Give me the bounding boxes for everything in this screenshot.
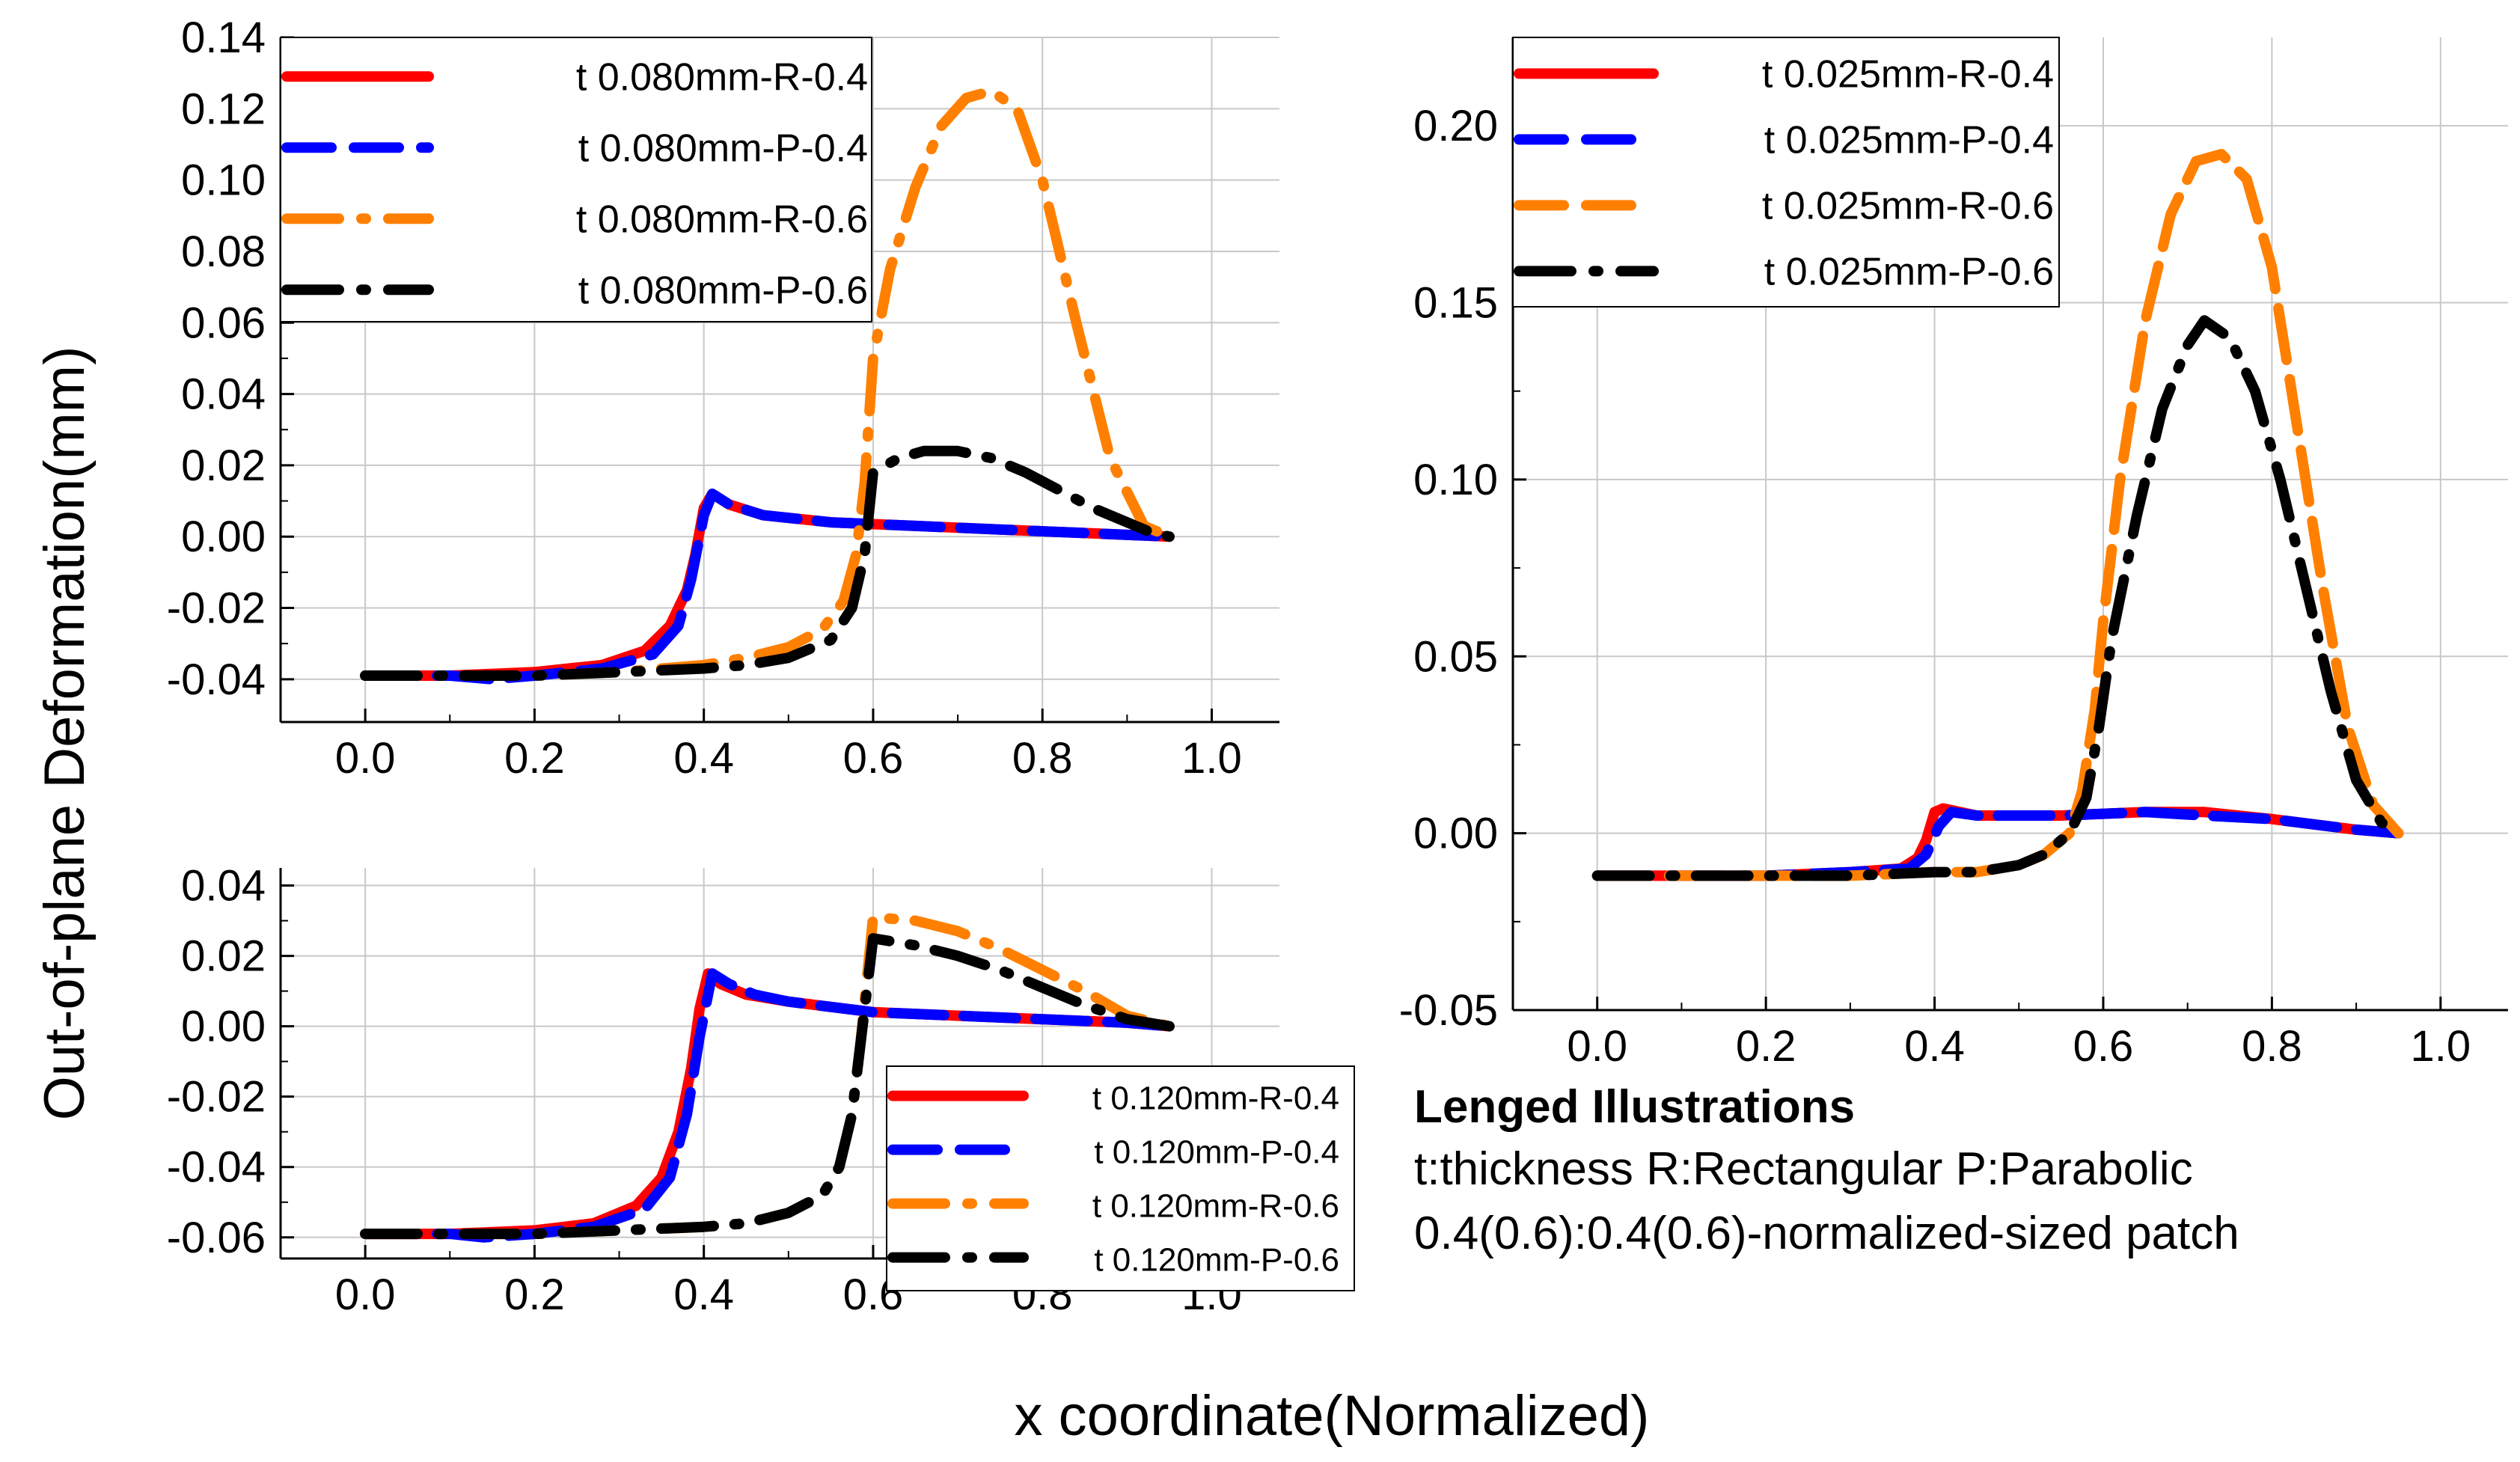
y-tick-label: 0.10	[1413, 456, 1498, 504]
x-tick-label: 0.8	[1012, 734, 1073, 783]
y-tick-label: 0.02	[181, 932, 266, 981]
series-line-t-0-120mm-p-0-4	[360, 968, 1175, 1243]
series-line-t-0-120mm-p-0-6	[360, 933, 1175, 1240]
x-tick-label: 1.0	[1181, 734, 1242, 783]
y-tick-label: -0.04	[167, 655, 266, 704]
legend-label: t 0.120mm-R-0.4	[1092, 1080, 1339, 1117]
x-tick-label: 0.4	[1904, 1022, 1965, 1071]
y-tick-label: 0.06	[181, 299, 266, 347]
legend-box	[1512, 37, 2060, 308]
legend-label: t 0.080mm-R-0.6	[576, 198, 868, 241]
legend-label: t 0.120mm-R-0.6	[1092, 1188, 1339, 1225]
y-tick-label: -0.04	[167, 1143, 266, 1192]
y-tick-label: 0.00	[181, 1003, 266, 1051]
legend-box	[280, 37, 872, 322]
y-axis-ticks: -0.05 0.00 0.05 0.10 0.15 0.20	[1399, 102, 1526, 1035]
series-group	[360, 911, 1175, 1243]
legend-label: t 0.120mm-P-0.4	[1094, 1134, 1339, 1171]
y-tick-label: -0.05	[1399, 986, 1498, 1035]
series-group	[360, 85, 1175, 685]
y-axis-ticks: -0.04 -0.02 0.00 0.02 0.04 0.06 0.08 0.10 0.12 0.…	[167, 13, 294, 704]
x-axis-ticks: 0.0 0.2 0.4 0.6 0.8 1.0	[1567, 997, 2471, 1071]
y-tick-label: 0.00	[181, 513, 266, 561]
y-tick-label: 0.14	[181, 13, 266, 62]
chart-panel-right: 0.0 0.2 0.4 0.6 0.8 1.0 -0.05 0.00 0.05 0.10 0.15 0…	[1399, 37, 2508, 1071]
y-tick-label: -0.06	[167, 1214, 266, 1262]
series-line-t-0-025mm-p-0-6	[1591, 315, 2404, 881]
legend-label: t 0.120mm-P-0.6	[1094, 1242, 1339, 1279]
x-tick-label: 0.8	[2242, 1022, 2302, 1071]
x-tick-label: 0.2	[504, 734, 565, 783]
legend-illustrations-line-2: 0.4(0.6):0.4(0.6)-normalized-sized patch	[1414, 1208, 2239, 1259]
y-tick-label: 0.05	[1413, 632, 1498, 681]
series-line-t-0-080mm-p-0-6	[360, 445, 1175, 681]
legend-illustrations: Lenged Illustrations t:thickness R:Recta…	[1414, 1077, 2507, 1266]
legend-label: t 0.080mm-P-0.6	[578, 269, 868, 312]
y-tick-label: 0.04	[181, 862, 266, 911]
legend-label: t 0.080mm-P-0.4	[578, 126, 868, 170]
legend-illustrations-title: Lenged Illustrations	[1414, 1081, 1856, 1133]
y-tick-label: 0.12	[181, 85, 266, 133]
x-tick-label: 0.4	[673, 1270, 734, 1319]
y-tick-label: 0.20	[1413, 102, 1498, 150]
y-axis-title: Out-of-plane Deformation(mm)	[33, 346, 97, 1121]
y-tick-label: 0.10	[181, 156, 266, 205]
chart-panel-bottom-left: 0.0 0.2 0.4 0.6 0.8 1.0-0.06-0.04-0.020.000.0…	[167, 862, 1355, 1319]
legend-illustrations-line-1: t:thickness R:Rectangular P:Parabolic	[1414, 1143, 2193, 1195]
legend: t 0.080mm-R-0.4 t 0.080mm-P-0.4 t 0.080mm-…	[280, 37, 872, 322]
legend-label: t 0.025mm-R-0.6	[1762, 184, 2054, 227]
y-tick-label: 0.15	[1413, 279, 1498, 328]
x-tick-label: 0.0	[335, 734, 396, 783]
series-group	[1591, 149, 2404, 881]
x-axis-title: x coordinate(Normalized)	[1015, 1384, 1650, 1448]
y-axis-ticks: -0.06 -0.04 -0.02 0.00 0.02 0.04	[167, 862, 294, 1262]
y-tick-label: 0.08	[181, 227, 266, 276]
y-tick-label: 0.04	[181, 370, 266, 419]
x-tick-label: 0.6	[843, 734, 904, 783]
x-tick-label: 0.0	[1567, 1022, 1627, 1071]
legend-label: t 0.025mm-P-0.6	[1764, 250, 2054, 293]
x-tick-label: 0.0	[335, 1270, 396, 1319]
y-tick-label: -0.02	[167, 584, 266, 633]
legend: t 0.120mm-R-0.4 t 0.120mm-P-0.4 t 0.120mm-…	[886, 1065, 1355, 1291]
x-tick-label: 0.2	[1736, 1022, 1796, 1071]
x-tick-label: 0.4	[673, 734, 734, 783]
legend-label: t 0.025mm-R-0.4	[1762, 52, 2054, 96]
y-tick-label: 0.02	[181, 441, 266, 490]
y-tick-label: -0.02	[167, 1073, 266, 1122]
legend: t 0.025mm-R-0.4 t 0.025mm-P-0.4 t 0.025mm-…	[1512, 37, 2060, 308]
x-tick-label: 0.2	[504, 1270, 565, 1319]
x-axis-ticks: 0.0 0.2 0.4 0.6 0.8 1.0	[335, 1245, 1242, 1319]
x-axis-ticks: 0.0 0.2 0.4 0.6 0.8 1.0	[335, 709, 1242, 783]
y-tick-label: 0.00	[1413, 810, 1498, 858]
legend-label: t 0.080mm-R-0.4	[576, 55, 868, 99]
x-tick-label: 1.0	[2411, 1022, 2471, 1071]
chart-panel-top-left: 0.0 0.2 0.4 0.6 0.8 1.0 -0.04 -0.02 0.00 0.02 0.04…	[167, 13, 1279, 783]
x-tick-label: 0.6	[2073, 1022, 2134, 1071]
legend-label: t 0.025mm-P-0.4	[1764, 118, 2054, 162]
